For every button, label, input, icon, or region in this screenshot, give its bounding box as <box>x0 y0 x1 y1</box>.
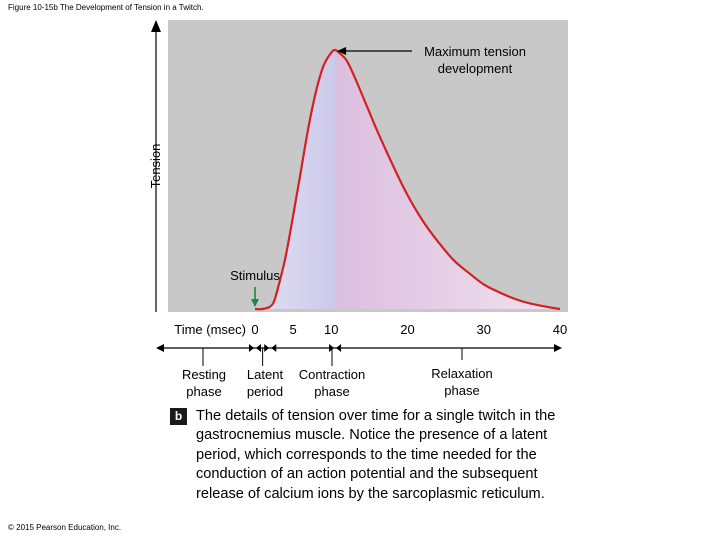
tension-curve-layer <box>254 48 561 311</box>
phase-label-1-line-2: period <box>247 384 283 399</box>
annotations: Stimulus Maximum tension development <box>230 44 526 307</box>
timeline-boundary-left-1 <box>264 344 270 352</box>
phase-label-1-line-1: Latent <box>247 367 284 382</box>
x-ticks: 0 5 10 20 30 40 Time (msec) <box>174 322 567 337</box>
y-axis-arrowhead <box>151 20 161 32</box>
contraction-area <box>270 50 336 309</box>
x-axis-label: Time (msec) <box>174 322 246 337</box>
x-tick-label-20: 20 <box>400 322 414 337</box>
stimulus-arrow-head <box>251 299 259 307</box>
stimulus-label: Stimulus <box>230 268 280 283</box>
x-tick-label-5: 5 <box>290 322 297 337</box>
timeline-boundary-right-0 <box>256 344 261 352</box>
axes: Tension <box>148 20 163 312</box>
figure-title: Figure 10-15b The Development of Tension… <box>8 3 204 12</box>
y-axis-label: Tension <box>148 144 163 189</box>
timeline-boundary-right-1 <box>271 344 277 352</box>
figure-caption: The details of tension over time for a s… <box>196 408 556 502</box>
peak-label-line-2: development <box>438 61 513 76</box>
timeline-right-arrowhead <box>554 344 562 352</box>
phase-label-0-line-1: Resting <box>182 367 226 382</box>
area-fills <box>270 50 560 309</box>
x-tick-label-0: 0 <box>251 322 258 337</box>
phase-label-3-line-2: phase <box>444 383 479 398</box>
peak-arrow-head <box>337 47 347 55</box>
timeline-left-arrowhead <box>156 344 164 352</box>
x-tick-label-30: 30 <box>477 322 491 337</box>
phase-label-0-line-2: phase <box>186 384 221 399</box>
phase-label-2-line-1: Contraction <box>299 367 365 382</box>
caption-letter-badge: b <box>170 408 187 425</box>
x-tick-label-10: 10 <box>324 322 338 337</box>
phase-label-2-line-2: phase <box>314 384 349 399</box>
timeline-boundary-right-2 <box>336 344 342 352</box>
copyright-notice: © 2015 Pearson Education, Inc. <box>8 523 122 532</box>
x-tick-label-40: 40 <box>553 322 567 337</box>
phase-timeline: Resting phase Latent period Contraction phase… <box>156 344 562 399</box>
phase-label-3-line-1: Relaxation <box>431 366 492 381</box>
relaxation-area <box>335 50 560 309</box>
timeline-boundary-left-0 <box>249 344 254 352</box>
peak-label-line-1: Maximum tension <box>424 44 526 59</box>
